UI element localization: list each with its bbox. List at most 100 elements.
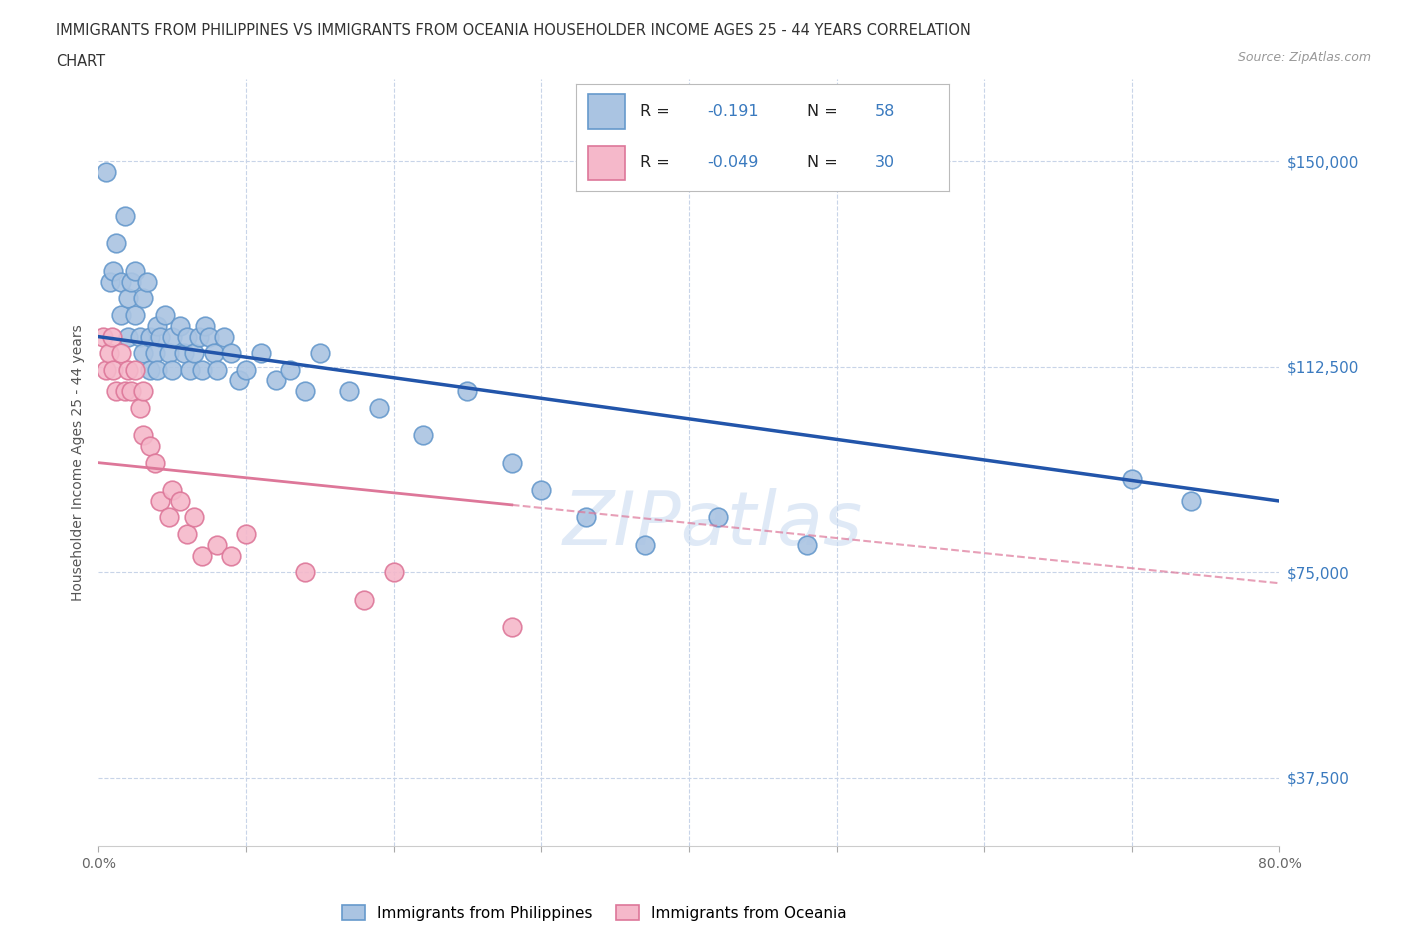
Text: Source: ZipAtlas.com: Source: ZipAtlas.com [1237, 51, 1371, 64]
Point [501, 456, 523, 471]
Point [91, 329, 114, 344]
Text: IMMIGRANTS FROM PHILIPPINES VS IMMIGRANTS FROM OCEANIA HOUSEHOLDER INCOME AGES 2: IMMIGRANTS FROM PHILIPPINES VS IMMIGRANT… [56, 23, 972, 38]
Point [633, 538, 655, 552]
Point [157, 346, 180, 361]
Point [228, 373, 250, 388]
Point [132, 384, 155, 399]
Text: R =: R = [640, 104, 675, 119]
Point [146, 362, 169, 377]
Text: CHART: CHART [56, 54, 105, 69]
Point [110, 346, 132, 361]
Point [1121, 472, 1143, 486]
Point [146, 318, 169, 333]
Point [132, 346, 155, 361]
Point [294, 565, 316, 579]
Text: N =: N = [807, 104, 844, 119]
Point [120, 274, 142, 289]
Point [120, 384, 142, 399]
Point [456, 384, 478, 399]
Point [796, 538, 818, 552]
Point [139, 329, 162, 344]
Point [219, 346, 242, 361]
Point [191, 549, 214, 564]
Point [278, 362, 302, 377]
Point [183, 510, 205, 525]
Point [176, 526, 198, 541]
Point [235, 526, 257, 541]
Point [139, 439, 162, 454]
Point [132, 291, 155, 306]
FancyBboxPatch shape [588, 95, 624, 128]
Point [412, 428, 434, 443]
Point [149, 494, 172, 509]
Point [368, 401, 391, 416]
Point [117, 329, 139, 344]
Point [176, 329, 198, 344]
FancyBboxPatch shape [588, 146, 624, 180]
Point [153, 307, 176, 322]
Point [205, 538, 228, 552]
Point [219, 549, 242, 564]
Point [94, 362, 117, 377]
Point [169, 494, 191, 509]
Legend: Immigrants from Philippines, Immigrants from Oceania: Immigrants from Philippines, Immigrants … [336, 898, 852, 927]
Text: 30: 30 [875, 155, 894, 170]
Point [294, 384, 316, 399]
Point [309, 346, 332, 361]
Point [187, 329, 209, 344]
Point [117, 291, 139, 306]
Point [1180, 494, 1202, 509]
Point [124, 362, 146, 377]
Point [339, 384, 360, 399]
Point [105, 236, 128, 251]
Point [149, 329, 172, 344]
Point [110, 307, 132, 322]
Point [103, 362, 125, 377]
Point [100, 329, 122, 344]
Point [128, 401, 150, 416]
Point [128, 329, 150, 344]
Point [162, 362, 183, 377]
Point [574, 510, 596, 525]
Point [183, 346, 205, 361]
Point [105, 384, 128, 399]
Text: ZIPatlas: ZIPatlas [562, 488, 863, 560]
Point [114, 208, 136, 223]
Point [162, 483, 183, 498]
Point [235, 362, 257, 377]
Point [132, 428, 155, 443]
Point [191, 362, 214, 377]
Point [382, 565, 405, 579]
Point [205, 362, 228, 377]
Point [94, 165, 117, 179]
Point [353, 592, 375, 607]
Point [157, 510, 180, 525]
Point [501, 619, 523, 634]
Point [97, 346, 120, 361]
Point [707, 510, 730, 525]
Y-axis label: Householder Income Ages 25 - 44 years: Householder Income Ages 25 - 44 years [70, 325, 84, 601]
Point [143, 456, 166, 471]
Text: 58: 58 [875, 104, 894, 119]
Point [212, 329, 235, 344]
Point [198, 329, 221, 344]
Point [98, 274, 121, 289]
Point [124, 307, 146, 322]
Point [250, 346, 273, 361]
Text: -0.049: -0.049 [707, 155, 758, 170]
Point [143, 346, 166, 361]
Text: -0.191: -0.191 [707, 104, 758, 119]
Point [124, 263, 146, 278]
Point [139, 362, 162, 377]
Point [264, 373, 287, 388]
Point [114, 384, 136, 399]
Point [103, 263, 125, 278]
Point [169, 318, 191, 333]
Point [110, 274, 132, 289]
Text: N =: N = [807, 155, 844, 170]
Point [117, 362, 139, 377]
Text: R =: R = [640, 155, 675, 170]
Point [202, 346, 225, 361]
Point [136, 274, 159, 289]
Point [162, 329, 183, 344]
